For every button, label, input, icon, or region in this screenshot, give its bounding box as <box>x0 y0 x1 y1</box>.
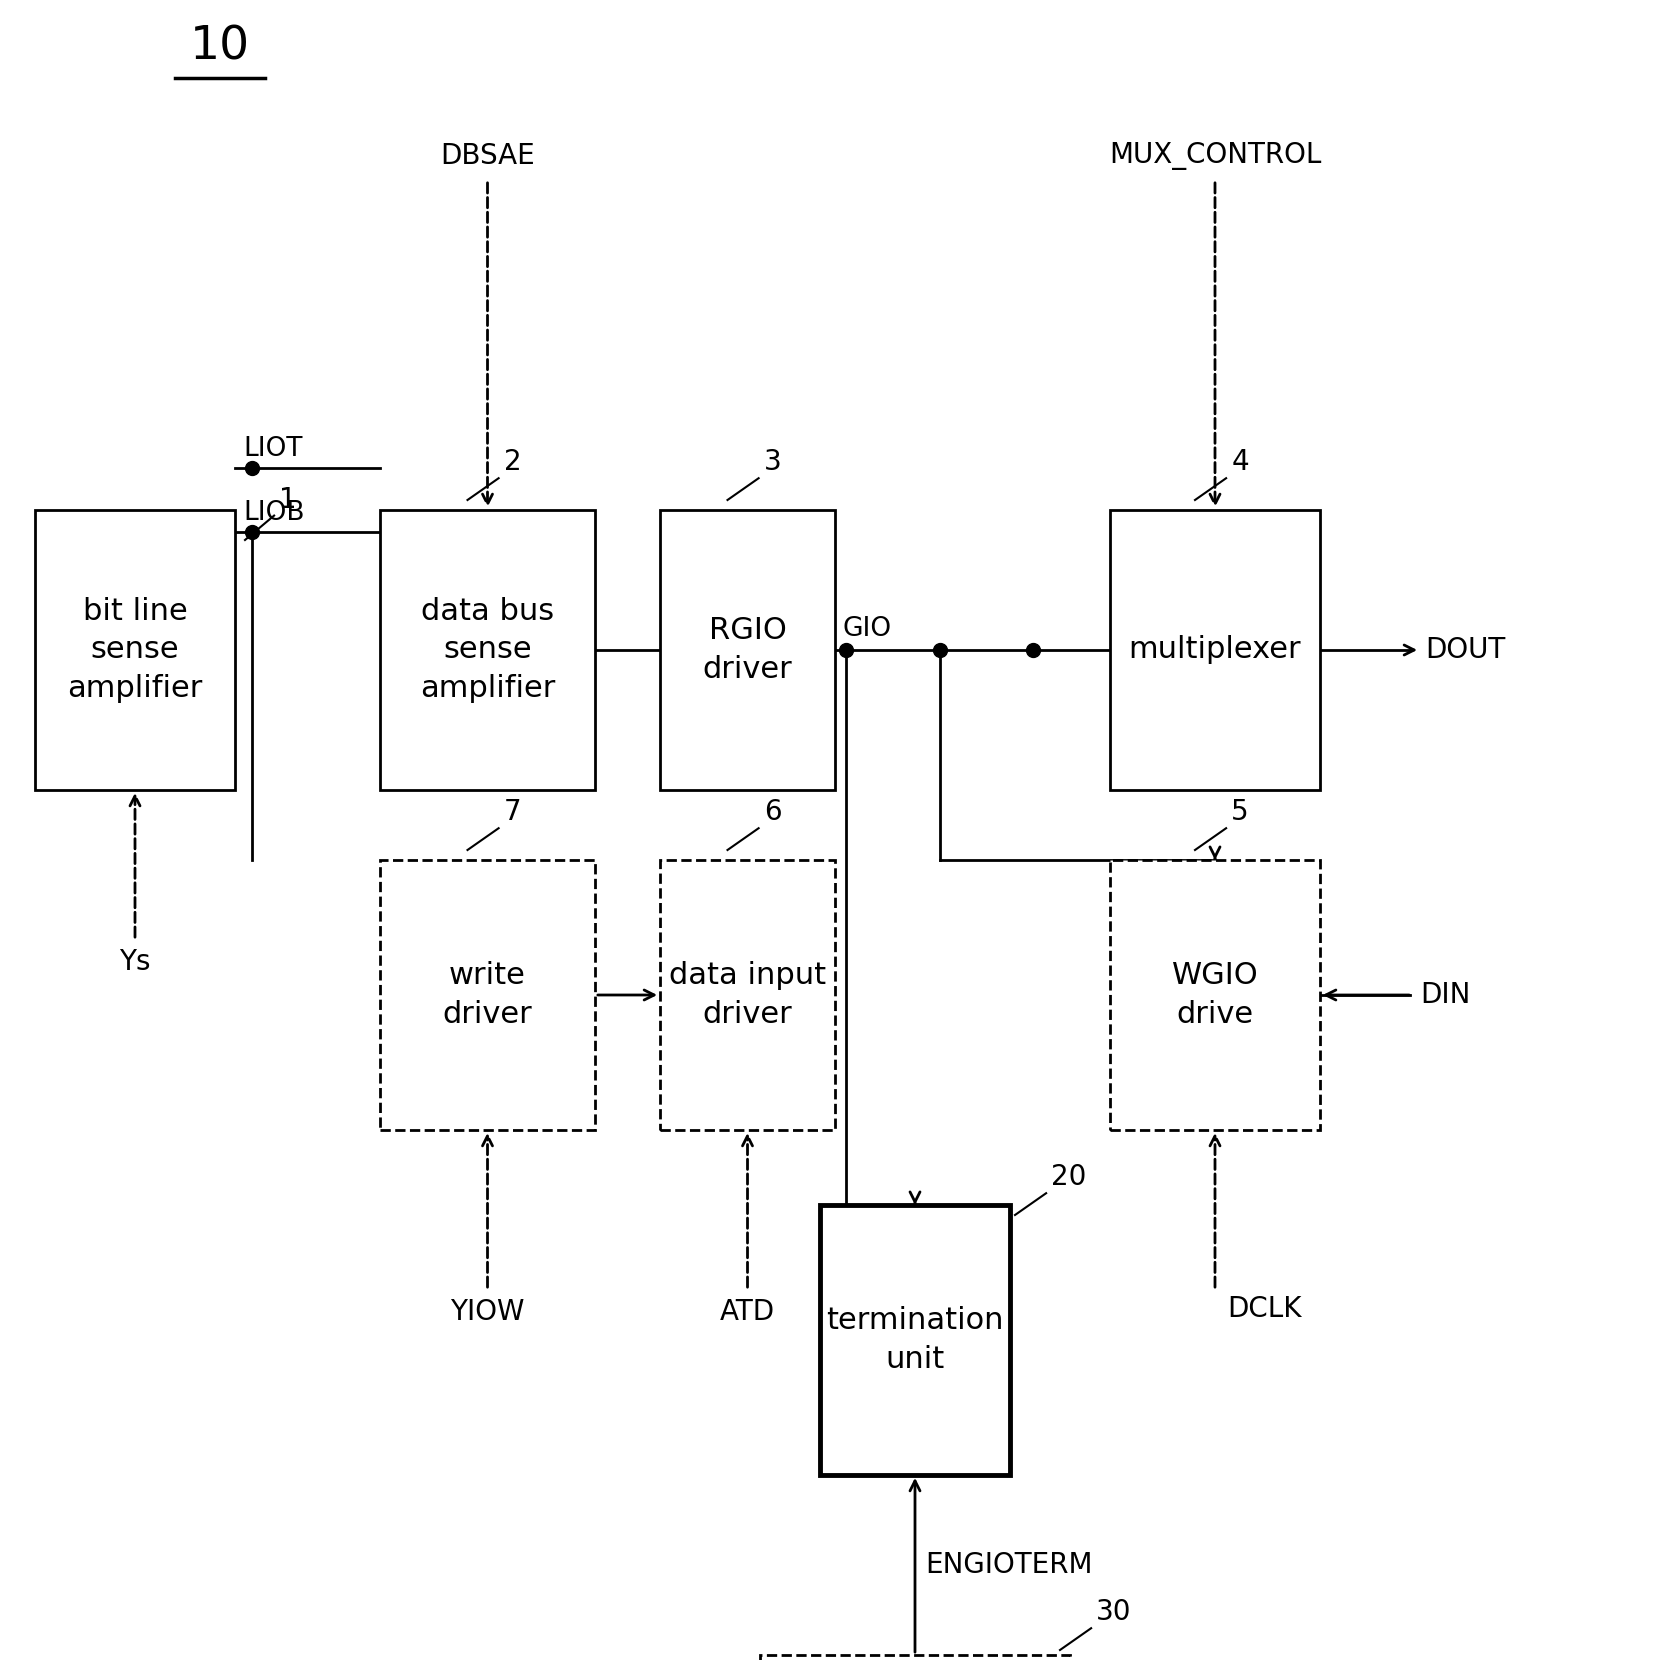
Bar <box>820 1205 1009 1476</box>
Text: 2: 2 <box>503 448 521 476</box>
Text: 1: 1 <box>279 486 297 513</box>
Bar <box>379 510 595 790</box>
Text: bit line
sense
amplifier: bit line sense amplifier <box>67 598 202 702</box>
Text: ENGIOTERM: ENGIOTERM <box>926 1550 1093 1579</box>
Bar <box>760 1655 1069 1660</box>
Bar <box>660 510 836 790</box>
Text: MUX_CONTROL: MUX_CONTROL <box>1110 143 1322 169</box>
Text: termination
unit: termination unit <box>825 1306 1004 1373</box>
Text: multiplexer: multiplexer <box>1128 636 1302 664</box>
Text: 7: 7 <box>503 798 521 827</box>
Text: ATD: ATD <box>720 1298 775 1326</box>
Text: YIOW: YIOW <box>449 1298 525 1326</box>
Text: Ys: Ys <box>119 948 150 976</box>
Bar <box>1110 860 1320 1130</box>
Text: data bus
sense
amplifier: data bus sense amplifier <box>419 598 555 702</box>
Text: 30: 30 <box>1096 1599 1131 1627</box>
Text: RGIO
driver: RGIO driver <box>702 616 792 684</box>
Text: LIOT: LIOT <box>242 437 302 461</box>
Bar <box>660 860 836 1130</box>
Text: GIO: GIO <box>842 616 892 642</box>
Text: DIN: DIN <box>1420 981 1470 1009</box>
Text: data input
driver: data input driver <box>668 961 825 1029</box>
Text: DCLK: DCLK <box>1227 1295 1302 1323</box>
Bar <box>1110 510 1320 790</box>
Text: LIOB: LIOB <box>242 500 304 526</box>
Text: 4: 4 <box>1232 448 1248 476</box>
Text: WGIO
drive: WGIO drive <box>1171 961 1258 1029</box>
Text: 10: 10 <box>190 25 251 70</box>
Text: 6: 6 <box>764 798 782 827</box>
Text: write
driver: write driver <box>443 961 533 1029</box>
Bar <box>35 510 236 790</box>
Text: DBSAE: DBSAE <box>439 143 535 169</box>
Bar <box>379 860 595 1130</box>
Text: 20: 20 <box>1051 1164 1086 1192</box>
Text: 5: 5 <box>1232 798 1248 827</box>
Text: 3: 3 <box>764 448 782 476</box>
Text: DOUT: DOUT <box>1425 636 1506 664</box>
